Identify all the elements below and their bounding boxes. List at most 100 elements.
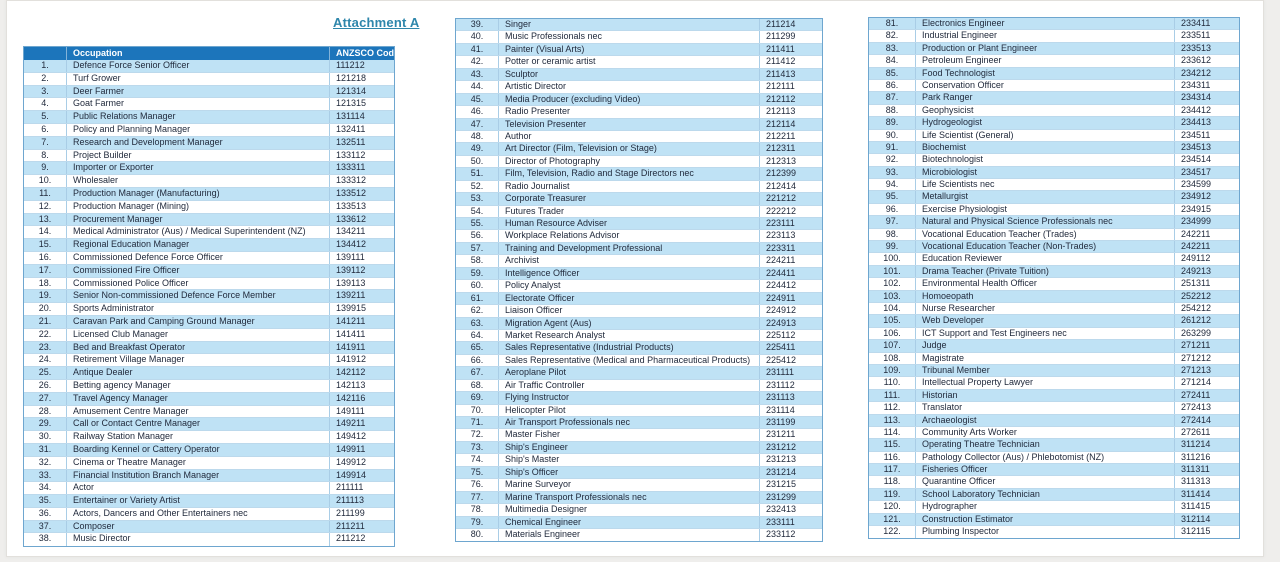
table-row: 69. Flying Instructor 231113 (456, 392, 822, 405)
table-row: 62. Liaison Officer 224912 (456, 305, 822, 318)
row-number-cell: 87. (869, 92, 916, 104)
row-number-cell: 117. (869, 464, 916, 476)
table-row: 26. Betting agency Manager 142113 (24, 379, 394, 393)
table-row: 87. Park Ranger 234314 (869, 92, 1239, 105)
occupation-cell: Human Resource Adviser (499, 218, 760, 230)
occupation-cell: Futures Trader (499, 205, 760, 217)
table-row: 65. Sales Representative (Industrial Prod… (456, 342, 822, 355)
row-number-cell: 94. (869, 179, 916, 191)
table-row: 19. Senior Non-commissioned Defence Force… (24, 290, 394, 304)
anzsco-code-cell: 142116 (336, 392, 366, 403)
occupation-cell: Turf Grower (67, 72, 330, 85)
anzsco-code-cell: 212211 (766, 130, 796, 141)
table-body: 39. Singer 211214 40. Music Professionals ne… (456, 19, 822, 542)
table-row: 119. School Laboratory Technician 311414 (869, 488, 1239, 502)
table-row: 32. Cinema or Theatre Manager 149912 (24, 456, 394, 470)
anzsco-code-cell: 311214 (1181, 439, 1211, 450)
row-number-cell: 39. (456, 19, 499, 31)
row-number-cell: 58. (456, 255, 499, 267)
table-row: 31. Boarding Kennel or Cattery Operator 14… (24, 443, 394, 457)
occupation-table-1: Occupation ANZSCO Code 1. Defence Force S… (23, 46, 395, 548)
table-row: 100. Education Reviewer 249112 (869, 253, 1239, 266)
anzsco-code-column-header: ANZSCO Code (336, 48, 394, 58)
anzsco-code-cell: 131114 (336, 111, 365, 122)
occupation-cell: Nurse Researcher (916, 302, 1175, 315)
anzsco-code-cell: 271213 (1181, 364, 1212, 375)
row-number-cell: 5. (24, 111, 67, 123)
occupation-table-2: 39. Singer 211214 40. Music Professionals ne… (455, 18, 823, 543)
row-number-cell: 45. (456, 93, 499, 106)
occupation-cell: Commissioned Police Officer (67, 277, 330, 290)
anzsco-code-cell: 231215 (766, 479, 797, 490)
occupation-cell: Betting agency Manager (67, 379, 330, 392)
table-row: 79. Chemical Engineer 233111 (456, 516, 822, 529)
anzsco-code-cell: 263299 (1181, 327, 1212, 338)
row-number-cell: 29. (24, 418, 67, 431)
table-row: 96. Exercise Physiologist 234915 (869, 203, 1239, 217)
table-row: 95. Metallurgist 234912 (869, 191, 1239, 204)
row-number-cell: 24. (24, 354, 67, 367)
row-number-cell: 41. (456, 43, 499, 56)
row-number-cell: 47. (456, 118, 499, 130)
anzsco-code-cell: 223311 (766, 242, 796, 253)
row-number-cell: 6. (24, 123, 67, 136)
occupation-cell: Quarantine Officer (916, 476, 1175, 488)
table-row: 48. Author 212211 (456, 130, 822, 144)
row-number-cell: 80. (456, 528, 499, 542)
anzsco-code-cell: 139113 (336, 277, 366, 288)
anzsco-code-cell: 132511 (336, 136, 366, 147)
row-number-cell: 38. (24, 533, 67, 547)
anzsco-code-cell: 233513 (1181, 42, 1212, 53)
anzsco-code-cell: 212113 (766, 106, 796, 117)
occupation-cell: Electronics Engineer (916, 18, 1175, 30)
occupation-cell: Senior Non-commissioned Defence Force Me… (67, 290, 330, 303)
anzsco-code-cell: 225411 (766, 342, 796, 353)
anzsco-code-cell: 223113 (766, 230, 796, 241)
row-number-cell: 13. (24, 213, 67, 226)
anzsco-code-cell: 139111 (336, 251, 365, 262)
row-number-cell: 107. (869, 340, 916, 352)
row-number-cell: 119. (869, 488, 916, 501)
table-row: 60. Policy Analyst 224412 (456, 280, 822, 293)
row-number-cell: 59. (456, 267, 499, 280)
occupation-cell: Multimedia Designer (499, 504, 760, 516)
row-number-cell: 109. (869, 364, 916, 377)
table-row: 61. Electorate Officer 224911 (456, 292, 822, 306)
occupation-cell: Sales Representative (Medical and Pharma… (499, 354, 760, 367)
anzsco-code-cell: 142113 (336, 379, 366, 390)
table-row: 38. Music Director 211212 (24, 533, 394, 547)
occupation-cell: Plumbing Inspector (916, 526, 1175, 539)
occupation-cell: Master Fisher (499, 429, 760, 441)
table-row: 94. Life Scientists nec 234599 (869, 179, 1239, 192)
anzsco-code-cell: 234599 (1181, 179, 1212, 190)
occupation-cell: Pathology Collector (Aus) / Phlebotomist… (916, 451, 1175, 464)
table-row: 58. Archivist 224211 (456, 255, 822, 268)
anzsco-code-cell: 222212 (766, 205, 797, 216)
anzsco-code-cell: 121315 (336, 98, 367, 109)
row-number-cell: 52. (456, 180, 499, 193)
anzsco-code-cell: 311414 (1181, 488, 1211, 499)
table-row: 12. Production Manager (Mining) 133513 (24, 200, 394, 214)
table-row: 49. Art Director (Film, Television or Sta… (456, 143, 822, 156)
row-number-cell: 21. (24, 315, 67, 328)
table-row: 63. Migration Agent (Aus) 224913 (456, 317, 822, 330)
occupation-cell: Music Professionals nec (499, 31, 760, 43)
table-row: 81. Electronics Engineer 233411 (869, 18, 1239, 31)
occupation-cell: Retirement Village Manager (67, 354, 330, 367)
anzsco-code-cell: 211412 (766, 56, 796, 67)
anzsco-code-cell: 271212 (1181, 352, 1212, 363)
row-number-cell: 106. (869, 327, 916, 340)
table-row: 34. Actor 211111 (24, 482, 394, 496)
table-row: 92. Biotechnologist 234514 (869, 154, 1239, 167)
table-body: 1. Defence Force Senior Officer 111212 2. Tu… (24, 60, 394, 547)
row-number-cell: 26. (24, 379, 67, 392)
occupation-cell: Wholesaler (67, 175, 330, 187)
occupation-cell: Workplace Relations Advisor (499, 230, 760, 242)
occupation-cell: Financial Institution Branch Manager (67, 469, 330, 482)
row-number-cell: 86. (869, 79, 916, 92)
table-row: 44. Artistic Director 212111 (456, 81, 822, 94)
anzsco-code-cell: 149111 (336, 405, 365, 416)
anzsco-code-cell: 211199 (336, 507, 365, 518)
occupation-cell: Procurement Manager (67, 213, 330, 226)
occupation-cell: Corporate Treasurer (499, 193, 760, 205)
